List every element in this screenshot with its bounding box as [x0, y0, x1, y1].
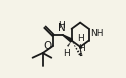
Text: H: H — [78, 34, 84, 43]
Text: H: H — [78, 44, 85, 53]
Text: H: H — [58, 21, 64, 30]
Text: H: H — [63, 49, 70, 58]
Text: O: O — [44, 41, 52, 51]
Polygon shape — [63, 35, 72, 42]
Text: N: N — [58, 23, 66, 33]
Text: NH: NH — [90, 29, 104, 38]
